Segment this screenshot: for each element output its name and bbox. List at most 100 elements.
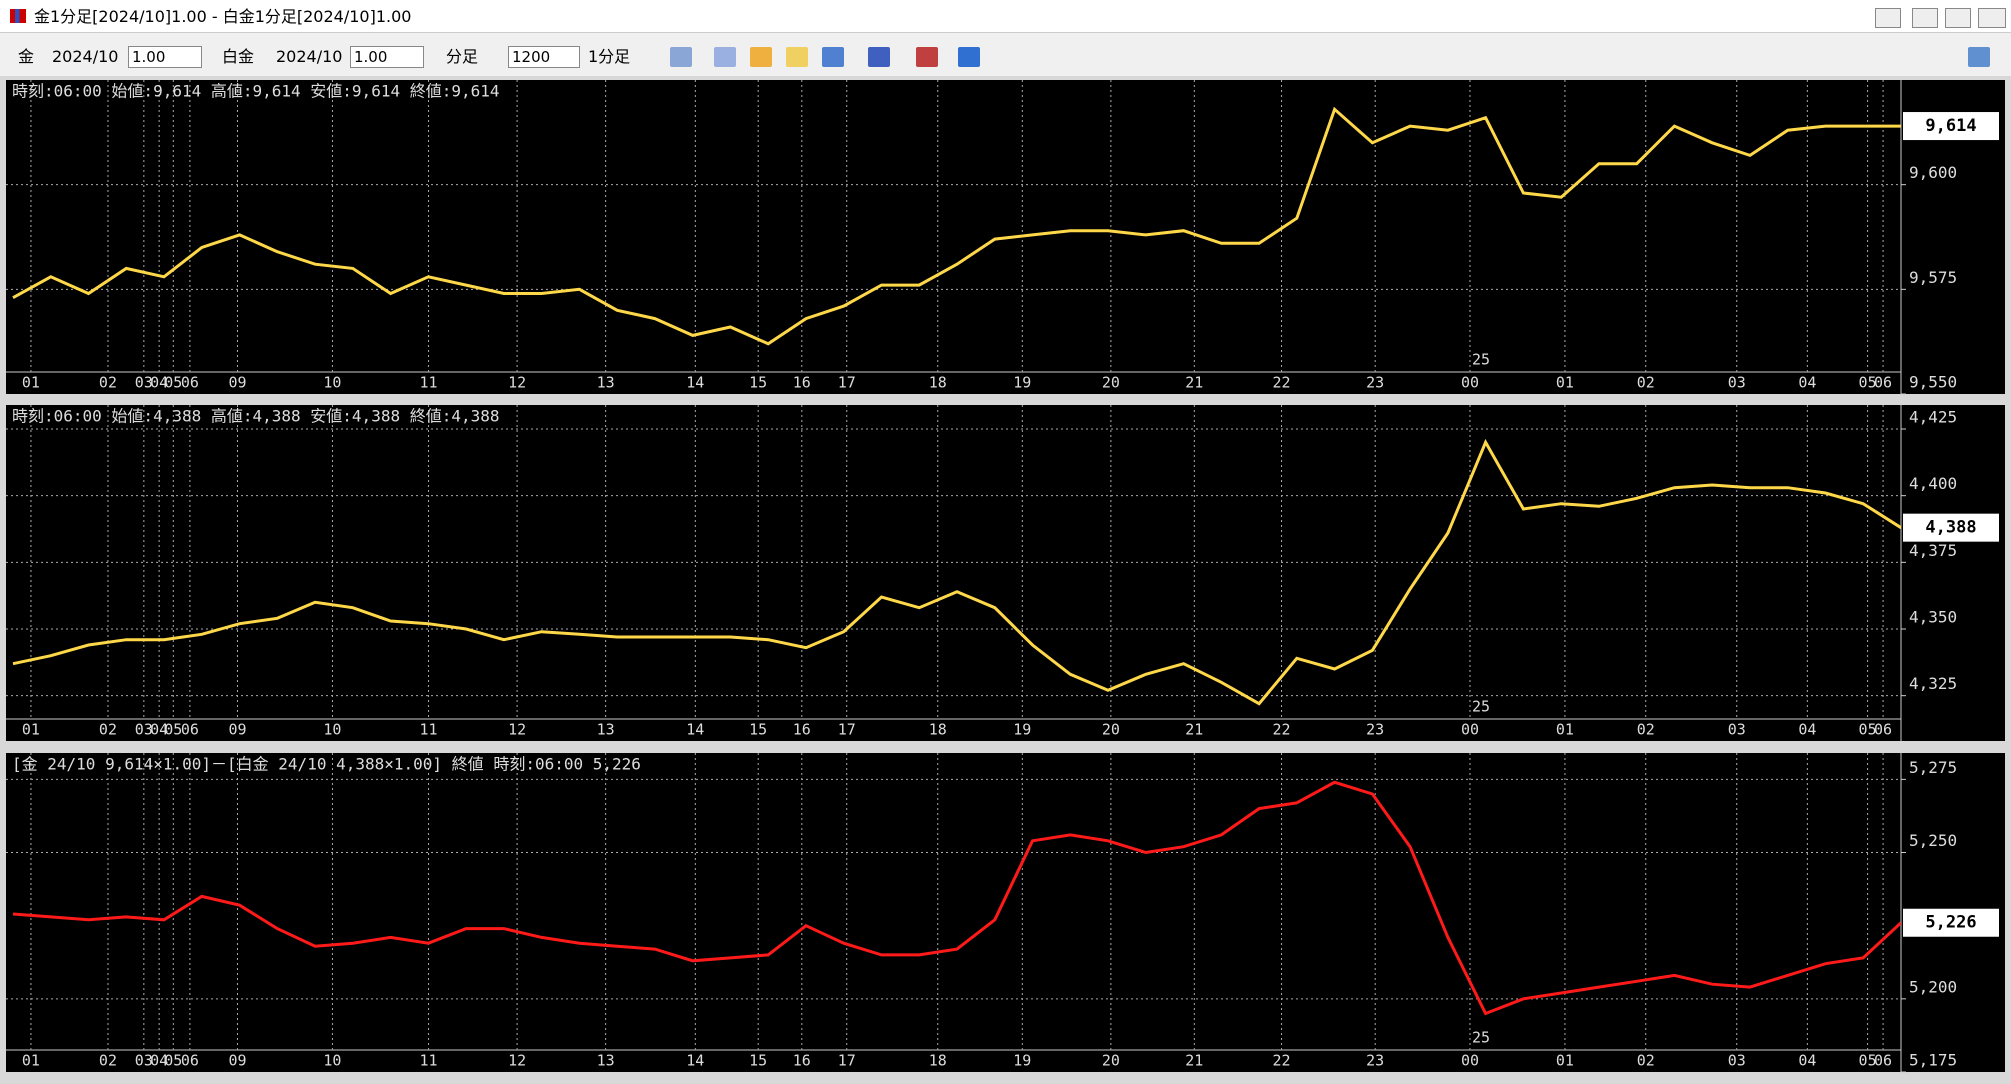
- refresh-button[interactable]: [958, 47, 980, 67]
- panel-header: 時刻:06:00 始値:9,614 高値:9,614 安値:9,614 終値:9…: [12, 82, 500, 101]
- x-tick-label: 04: [1798, 1052, 1816, 1070]
- x-tick-label: 03: [1728, 721, 1746, 739]
- hand-button[interactable]: [750, 47, 772, 67]
- x-tick-label: 17: [838, 1052, 856, 1070]
- y-tick-label: 4,350: [1909, 608, 1957, 627]
- x-tick-label: 02: [99, 721, 117, 739]
- x-tick-label: 19: [1013, 374, 1031, 392]
- x-tick-label: 02: [1637, 1052, 1655, 1070]
- y-tick-label: 4,425: [1909, 408, 1957, 427]
- y-tick-label: 5,250: [1909, 831, 1957, 850]
- x-tick-label: 05: [164, 721, 182, 739]
- draw-button[interactable]: [822, 47, 844, 67]
- last-value-box: [1903, 112, 1999, 141]
- minimize-button[interactable]: [1912, 8, 1938, 28]
- x-tick-label: 05: [164, 374, 182, 392]
- pen-button[interactable]: [786, 47, 808, 67]
- multiplier-input[interactable]: 1.00: [350, 46, 424, 68]
- price-line: [12, 106, 1901, 346]
- last-value-label: 5,226: [1925, 913, 1976, 933]
- period-dropdown[interactable]: 1分足: [588, 47, 631, 66]
- x-tick-label: 01: [1556, 721, 1574, 739]
- x-tick-label: 22: [1273, 374, 1291, 392]
- x-tick-label: 12: [508, 721, 526, 739]
- x-tick-label: 21: [1185, 721, 1203, 739]
- x-tick-label: 05: [1859, 374, 1877, 392]
- x-tick-label: 03: [135, 721, 153, 739]
- x-tick-label: 01: [22, 721, 40, 739]
- x-tick-label: 21: [1185, 374, 1203, 392]
- x-tick-label: 05: [1859, 1052, 1877, 1070]
- pointer-button[interactable]: [714, 47, 736, 67]
- x-tick-label: 13: [597, 1052, 615, 1070]
- x-tick-label: 01: [1556, 374, 1574, 392]
- last-value-box: [1903, 908, 1999, 937]
- date-annotation: 25: [1472, 1029, 1490, 1047]
- x-tick-label: 10: [323, 1052, 341, 1070]
- x-tick-label: 14: [686, 721, 704, 739]
- count-input[interactable]: 1200: [508, 46, 580, 68]
- period-unit-dropdown[interactable]: 分足: [446, 47, 479, 66]
- y-tick-label: 5,275: [1909, 758, 1957, 777]
- x-tick-label: 02: [99, 374, 117, 392]
- x-tick-label: 14: [686, 1052, 704, 1070]
- x-tick-label: 19: [1013, 721, 1031, 739]
- x-tick-label: 23: [1366, 1052, 1384, 1070]
- y-tick-label: 9,550: [1909, 373, 1957, 392]
- x-tick-label: 20: [1102, 721, 1120, 739]
- y-tick-label: 9,600: [1909, 163, 1957, 182]
- axis-panel: [1901, 405, 2005, 741]
- date-annotation: 25: [1472, 698, 1490, 716]
- settings-button[interactable]: [1968, 47, 1990, 67]
- x-tick-label: 06: [1874, 721, 1892, 739]
- x-tick-label: 00: [1461, 374, 1479, 392]
- month-label: 2024/10: [52, 47, 119, 66]
- x-tick-label: 06: [181, 721, 199, 739]
- x-tick-label: 21: [1185, 1052, 1203, 1070]
- tool-button[interactable]: [670, 47, 692, 67]
- restore-button[interactable]: [1875, 8, 1901, 28]
- x-tick-label: 14: [686, 374, 704, 392]
- panel: [6, 753, 1901, 1072]
- price-line: [12, 438, 1901, 706]
- x-tick-label: 18: [929, 374, 947, 392]
- window-title: 金1分足[2024/10]1.00 - 白金1分足[2024/10]1.00: [34, 7, 412, 26]
- x-tick-label: 19: [1013, 1052, 1031, 1070]
- x-tick-label: 16: [793, 721, 811, 739]
- last-value-label: 9,614: [1925, 116, 1976, 136]
- x-tick-label: 04: [150, 374, 168, 392]
- x-tick-label: 18: [929, 1052, 947, 1070]
- panel-header: 時刻:06:00 始値:4,388 高値:4,388 安値:4,388 終値:4…: [12, 407, 500, 426]
- maximize-button[interactable]: [1945, 8, 1971, 28]
- x-tick-label: 02: [99, 1052, 117, 1070]
- x-tick-label: 04: [1798, 721, 1816, 739]
- chart-type-button[interactable]: [868, 47, 890, 67]
- x-tick-label: 06: [181, 374, 199, 392]
- x-tick-label: 01: [1556, 1052, 1574, 1070]
- multiplier-input[interactable]: 1.00: [128, 46, 202, 68]
- y-tick-label: 4,375: [1909, 541, 1957, 560]
- title-bar: 金1分足[2024/10]1.00 - 白金1分足[2024/10]1.00: [0, 0, 2011, 33]
- x-tick-label: 11: [420, 1052, 438, 1070]
- x-tick-label: 17: [838, 374, 856, 392]
- x-tick-label: 11: [420, 721, 438, 739]
- last-value-label: 4,388: [1925, 518, 1976, 538]
- x-tick-label: 03: [135, 374, 153, 392]
- x-tick-label: 00: [1461, 1052, 1479, 1070]
- x-tick-label: 17: [838, 721, 856, 739]
- x-tick-label: 09: [228, 1052, 246, 1070]
- x-tick-label: 02: [1637, 374, 1655, 392]
- month-label: 2024/10: [276, 47, 343, 66]
- x-tick-label: 01: [22, 374, 40, 392]
- x-tick-label: 06: [1874, 1052, 1892, 1070]
- x-tick-label: 04: [150, 1052, 168, 1070]
- x-tick-label: 10: [323, 721, 341, 739]
- x-tick-label: 13: [597, 721, 615, 739]
- x-tick-label: 15: [749, 721, 767, 739]
- date-annotation: 25: [1472, 351, 1490, 369]
- close-button[interactable]: [1978, 8, 2006, 28]
- delete-button[interactable]: [916, 47, 938, 67]
- x-tick-label: 06: [181, 1052, 199, 1070]
